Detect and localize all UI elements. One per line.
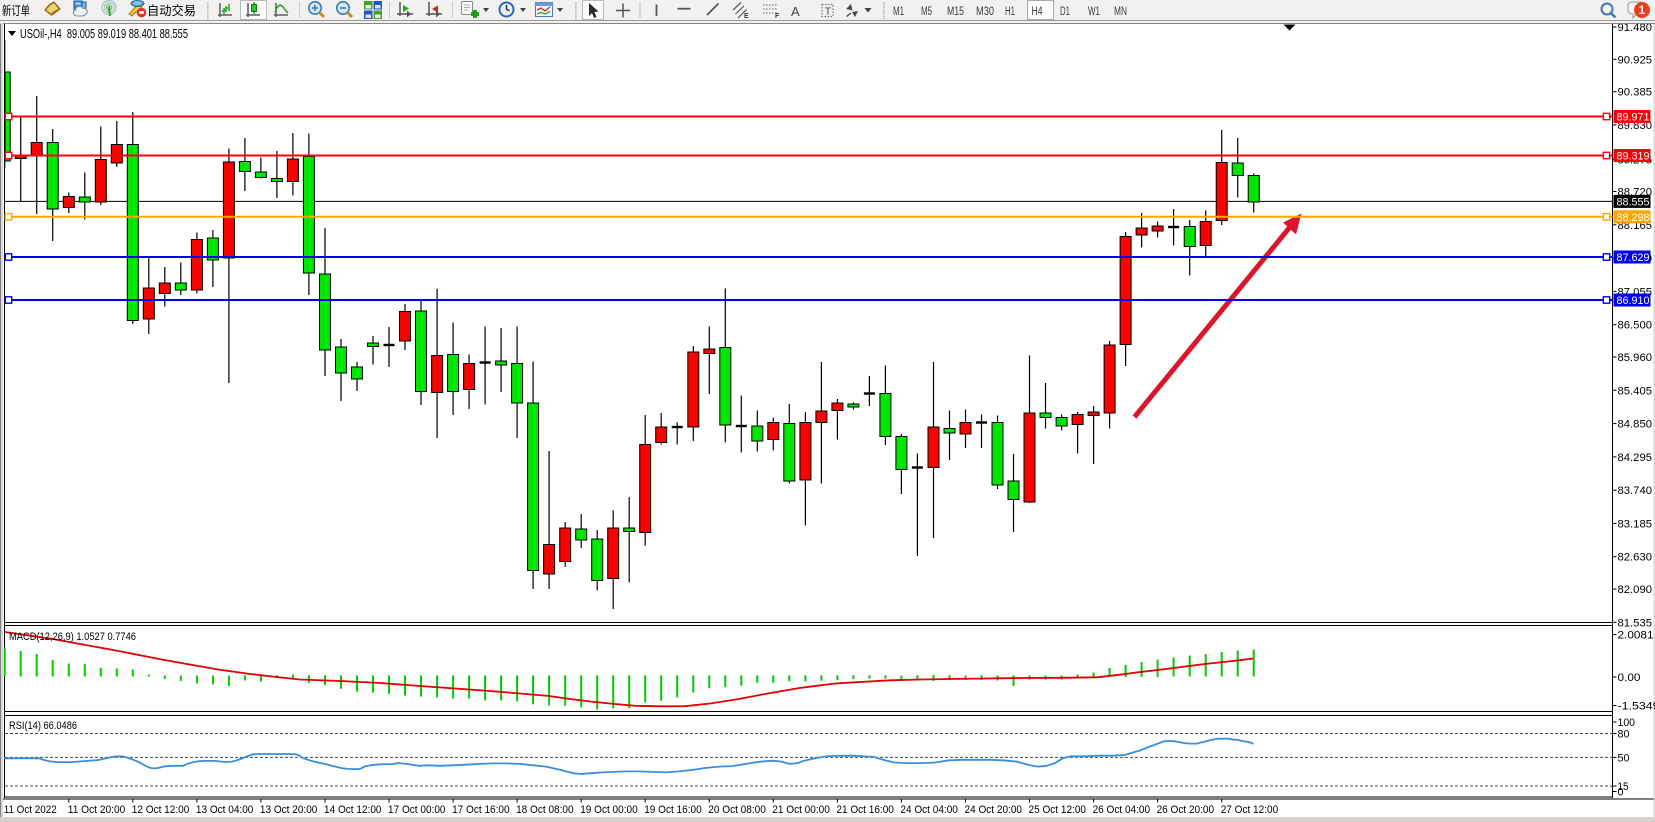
svg-text:RSI(14) 66.0486: RSI(14) 66.0486: [9, 720, 77, 732]
svg-text:M5: M5: [921, 6, 932, 18]
svg-text:自动交易: 自动交易: [147, 3, 196, 18]
svg-text:89.971: 89.971: [1617, 112, 1650, 124]
svg-text:USOil-,H4 89.005 89.019 88.40: USOil-,H4 89.005 89.019 88.401 88.555: [20, 27, 188, 41]
svg-text:90.385: 90.385: [1618, 87, 1653, 99]
svg-text:18 Oct 08:00: 18 Oct 08:00: [516, 804, 574, 816]
svg-text:E: E: [744, 13, 749, 20]
svg-text:81.535: 81.535: [1618, 617, 1653, 629]
svg-text:M1: M1: [893, 6, 904, 18]
svg-text:82.090: 82.090: [1618, 584, 1653, 596]
svg-text:M15: M15: [947, 6, 964, 18]
svg-text:21 Oct 00:00: 21 Oct 00:00: [772, 804, 830, 816]
svg-text:88.298: 88.298: [1617, 212, 1650, 224]
svg-text:A: A: [791, 4, 800, 19]
svg-text:80: 80: [1618, 729, 1630, 741]
svg-text:50: 50: [1618, 752, 1630, 764]
svg-text:26 Oct 20:00: 26 Oct 20:00: [1157, 804, 1215, 816]
svg-text:17 Oct 00:00: 17 Oct 00:00: [388, 804, 446, 816]
svg-text:100: 100: [1618, 717, 1636, 729]
svg-text:24 Oct 20:00: 24 Oct 20:00: [965, 804, 1023, 816]
svg-text:83.740: 83.740: [1618, 485, 1653, 497]
svg-text:0: 0: [1618, 787, 1624, 799]
svg-text:T: T: [825, 6, 832, 18]
svg-text:11 Oct 2022: 11 Oct 2022: [4, 804, 57, 816]
svg-text:13 Oct 04:00: 13 Oct 04:00: [196, 804, 254, 816]
svg-text:2.0081: 2.0081: [1618, 630, 1654, 642]
svg-text:14 Oct 12:00: 14 Oct 12:00: [324, 804, 382, 816]
svg-text:85.960: 85.960: [1618, 352, 1653, 364]
svg-text:新订单: 新订单: [2, 3, 30, 18]
svg-text:91.480: 91.480: [1618, 22, 1653, 34]
svg-text:83.185: 83.185: [1618, 518, 1653, 530]
svg-text:13 Oct 20:00: 13 Oct 20:00: [260, 804, 318, 816]
svg-text:15: 15: [1618, 781, 1629, 793]
svg-text:0.00: 0.00: [1618, 672, 1641, 684]
svg-text:F: F: [775, 13, 780, 20]
svg-text:86.910: 86.910: [1617, 295, 1650, 307]
svg-text:21 Oct 16:00: 21 Oct 16:00: [836, 804, 894, 816]
svg-text:20 Oct 08:00: 20 Oct 08:00: [708, 804, 766, 816]
svg-text:86.500: 86.500: [1618, 320, 1653, 332]
svg-text:84.295: 84.295: [1618, 452, 1653, 464]
svg-text:11 Oct 20:00: 11 Oct 20:00: [68, 804, 126, 816]
svg-text:19 Oct 00:00: 19 Oct 00:00: [580, 804, 638, 816]
svg-text:82.630: 82.630: [1618, 552, 1653, 564]
svg-text:1: 1: [1639, 5, 1646, 17]
svg-text:W1: W1: [1088, 6, 1100, 18]
svg-text:-1.5349: -1.5349: [1618, 701, 1655, 713]
svg-text:84.850: 84.850: [1618, 419, 1653, 431]
svg-text:MACD(12,26,9) 1.0527 0.7746: MACD(12,26,9) 1.0527 0.7746: [9, 631, 136, 643]
svg-text:90.925: 90.925: [1618, 54, 1653, 66]
svg-text:12 Oct 12:00: 12 Oct 12:00: [132, 804, 190, 816]
svg-text:D1: D1: [1060, 6, 1070, 18]
svg-text:26 Oct 04:00: 26 Oct 04:00: [1093, 804, 1151, 816]
svg-text:88.555: 88.555: [1617, 196, 1650, 208]
svg-text:87.629: 87.629: [1617, 252, 1650, 264]
svg-text:H1: H1: [1005, 6, 1015, 18]
svg-text:H4: H4: [1032, 6, 1043, 18]
svg-text:MN: MN: [1114, 6, 1127, 18]
svg-text:17 Oct 16:00: 17 Oct 16:00: [452, 804, 510, 816]
svg-text:25 Oct 12:00: 25 Oct 12:00: [1029, 804, 1087, 816]
svg-text:27 Oct 12:00: 27 Oct 12:00: [1221, 804, 1279, 816]
svg-text:89.319: 89.319: [1617, 151, 1650, 163]
svg-text:85.405: 85.405: [1618, 385, 1653, 397]
svg-text:M30: M30: [976, 6, 994, 18]
svg-text:24 Oct 04:00: 24 Oct 04:00: [900, 804, 958, 816]
svg-text:19 Oct 16:00: 19 Oct 16:00: [644, 804, 702, 816]
